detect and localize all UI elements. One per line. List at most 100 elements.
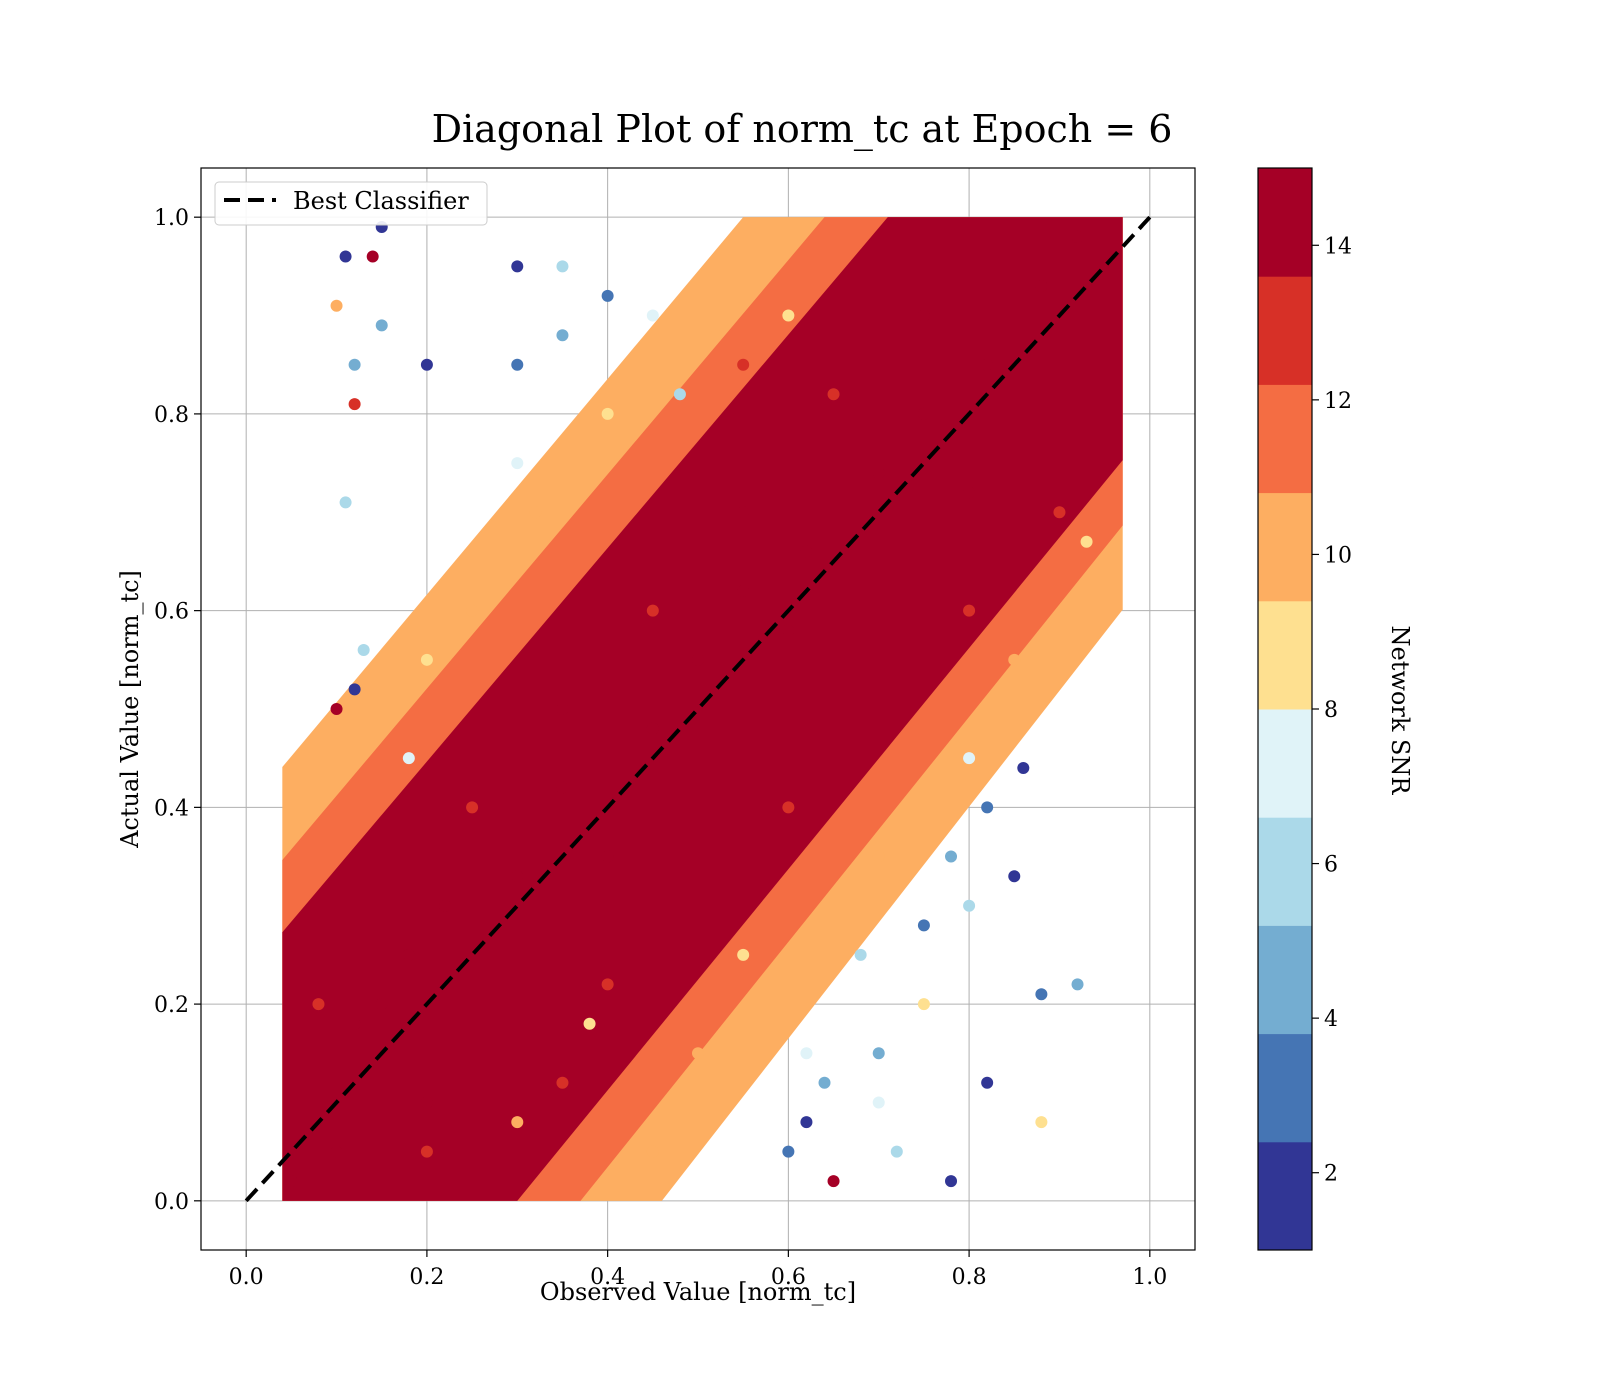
scatter-point	[827, 388, 840, 401]
scatter-point	[556, 1076, 569, 1089]
scatter-point	[917, 309, 930, 322]
scatter-point	[601, 289, 614, 302]
scatter-point	[673, 388, 686, 401]
scatter-point	[1080, 535, 1093, 548]
legend-label: Best Classifier	[293, 187, 469, 215]
scatter-point	[963, 604, 976, 617]
y-tick-label: 0.2	[154, 993, 189, 1018]
scatter-point	[366, 250, 379, 263]
scatter-point	[945, 850, 958, 863]
scatter-point	[646, 1145, 659, 1158]
colorbar-tick-label: 8	[1324, 698, 1338, 723]
scatter-point	[1071, 230, 1084, 243]
best-classifier-line	[244, 215, 1152, 1203]
scatter-point	[1053, 506, 1066, 519]
scatter-point	[285, 1175, 298, 1188]
scatter-point	[375, 998, 388, 1011]
x-axis-ticks: 0.0 0.2 0.4 0.6 0.8 1.0	[229, 1250, 1167, 1290]
scatter-point	[800, 1116, 813, 1129]
scatter-point	[529, 506, 542, 519]
scatter-point	[737, 358, 750, 371]
y-tick-label: 0.6	[154, 600, 189, 625]
scatter-point	[872, 850, 885, 863]
scatter-point	[917, 407, 930, 420]
scatter-point	[854, 948, 867, 961]
scatter-point	[466, 604, 479, 617]
scatter-point	[737, 506, 750, 519]
scatter-point	[782, 309, 795, 322]
scatter-point	[646, 722, 659, 735]
scatter-point	[312, 998, 325, 1011]
scatter-point	[800, 1047, 813, 1060]
scatter-point	[511, 358, 524, 371]
scatter-point	[330, 1145, 343, 1158]
x-axis-label: Observed Value [norm_tc]	[540, 1278, 856, 1306]
scatter-point	[420, 1145, 433, 1158]
scatter-point	[737, 948, 750, 961]
colorbar: 2 4 6 8 10 12 14	[1257, 167, 1352, 1251]
scatter-point	[963, 899, 976, 912]
scatter-point	[1008, 653, 1021, 666]
colorbar-segment	[1258, 276, 1312, 385]
scatter-point	[890, 1145, 903, 1158]
colorbar-segment	[1258, 925, 1312, 1035]
y-axis-ticks: 0.0 0.2 0.4 0.6 0.8 1.0	[154, 206, 201, 1215]
scatter-point	[601, 850, 614, 863]
scatter-point	[737, 584, 750, 597]
scatter-point	[1035, 1116, 1048, 1129]
colorbar-segment	[1258, 168, 1312, 277]
scatter-point	[1008, 870, 1021, 883]
scatter-point	[917, 998, 930, 1011]
scatter-point	[339, 250, 352, 263]
scatter-point	[827, 1175, 840, 1188]
colorbar-tick-label: 4	[1324, 1007, 1338, 1032]
x-tick-label: 0.2	[409, 1265, 444, 1290]
colorbar-segment	[1258, 1141, 1312, 1251]
scatter-point	[583, 1017, 596, 1030]
colorbar-tick-label: 14	[1324, 234, 1352, 259]
scatter-point	[945, 1175, 958, 1188]
scatter-point	[330, 299, 343, 312]
scatter-point	[330, 703, 343, 715]
scatter-point	[981, 358, 994, 371]
scatter-point	[917, 919, 930, 932]
scatter-point	[646, 309, 659, 322]
scatter-point	[420, 1096, 433, 1109]
scatter-point	[511, 870, 524, 883]
scatter-point	[782, 1145, 795, 1158]
scatter-point	[646, 604, 659, 617]
scatter-point	[1017, 762, 1030, 775]
y-axis-label: Actual Value [norm_tc]	[116, 570, 144, 849]
density-band-core	[282, 217, 1123, 1201]
scatter-point	[348, 1017, 361, 1030]
scatter-point	[556, 703, 569, 715]
scatter-point	[800, 545, 813, 558]
x-tick-label: 0.8	[952, 1265, 987, 1290]
scatter-point	[1035, 280, 1048, 293]
scatter-point	[872, 1047, 885, 1060]
scatter-point	[556, 260, 569, 273]
colorbar-tick-label: 6	[1324, 853, 1338, 878]
scatter-point	[1071, 978, 1084, 991]
y-tick-label: 0.8	[154, 403, 189, 428]
scatter-point	[511, 260, 524, 273]
scatter-point	[782, 624, 795, 637]
scatter-point	[357, 643, 370, 656]
scatter-point	[348, 358, 361, 371]
scatter-point	[872, 1096, 885, 1109]
scatter-point	[818, 1076, 831, 1089]
scatter-point	[963, 752, 976, 765]
x-tick-label: 1.0	[1132, 1265, 1167, 1290]
scatter-point	[348, 398, 361, 411]
scatter-point	[692, 1047, 704, 1060]
scatter-point	[1035, 988, 1048, 1001]
legend: Best Classifier	[214, 181, 488, 226]
colorbar-tick-label: 10	[1324, 543, 1352, 568]
x-tick-label: 0.6	[771, 1265, 806, 1290]
colorbar-segment	[1258, 1033, 1312, 1143]
scatter-point	[511, 1116, 524, 1129]
colorbar-segment	[1258, 817, 1312, 926]
scatter-point	[872, 466, 885, 479]
plot-frame	[200, 167, 1196, 1251]
y-tick-label: 0.4	[154, 796, 189, 821]
